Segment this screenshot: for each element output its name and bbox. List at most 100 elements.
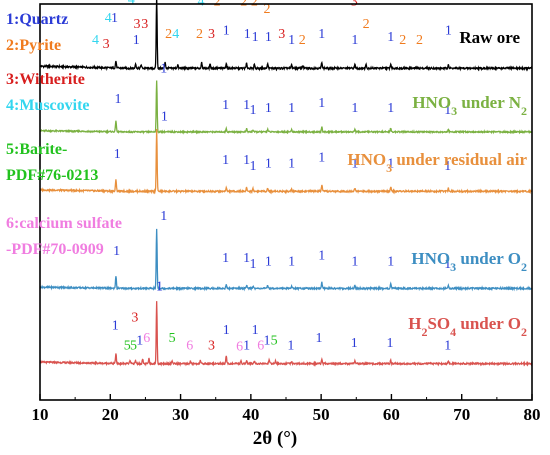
peak-marker: 2: [416, 33, 423, 48]
peak-marker: 1: [288, 33, 295, 48]
peak-marker: 1: [252, 323, 259, 338]
peak-marker: 1: [288, 101, 295, 116]
peak-marker: 5: [130, 338, 137, 353]
peak-marker: 4: [92, 33, 99, 48]
peak-marker: 1: [156, 280, 163, 295]
peak-marker: 2: [299, 33, 306, 48]
peak-marker: 1: [133, 33, 140, 48]
peak-marker: 1: [243, 98, 250, 113]
peak-marker: 1: [161, 110, 168, 125]
peak-marker: 3: [278, 27, 285, 42]
x-tick-label: 70: [453, 405, 470, 424]
series-label: HNO3 under residual air: [347, 150, 527, 175]
peak-marker: 5: [169, 331, 176, 346]
peak-marker: 1: [136, 333, 143, 348]
peak-marker: 1: [222, 251, 229, 266]
peak-marker: 1: [351, 336, 358, 351]
peak-marker: 1: [265, 101, 272, 116]
peak-marker: 4: [172, 27, 179, 42]
peak-marker: 1: [252, 30, 259, 45]
series-label: HNO3 under N2: [412, 93, 527, 118]
peak-marker: 5: [124, 338, 131, 353]
peak-marker: 4: [105, 11, 112, 26]
peak-marker: 1: [387, 157, 394, 172]
peak-marker: 1: [222, 153, 229, 168]
legend-entry: 4:Muscovite: [6, 97, 90, 114]
peak-marker: 6: [186, 338, 193, 353]
plot-frame: [39, 3, 533, 401]
series-label: Raw ore: [459, 28, 520, 47]
peak-marker: 3: [208, 27, 215, 42]
peak-marker: 1: [444, 338, 451, 353]
peak-marker: 3: [103, 37, 110, 52]
series-line: [39, 228, 533, 292]
legend-entry: 5:Barite-: [6, 141, 67, 158]
legend-entry: 1:Quartz: [6, 11, 68, 28]
peak-marker: 3: [208, 338, 215, 353]
peak-marker: 1: [444, 159, 451, 174]
peak-marker: 3: [134, 17, 141, 32]
peak-marker: 1: [264, 333, 271, 348]
peak-marker: 6: [236, 340, 243, 355]
peak-marker: 1: [222, 98, 229, 113]
peak-marker: 1: [387, 255, 394, 270]
x-tick-label: 60: [383, 405, 400, 424]
peak-marker: 1: [318, 151, 325, 166]
peak-marker: 1: [387, 30, 394, 45]
peak-marker: 2: [165, 27, 172, 42]
x-axis: 10 20 30 40 50 60 70 80: [32, 394, 541, 424]
peak-marker: 1: [288, 157, 295, 172]
peak-marker: 2: [363, 17, 370, 32]
peak-marker: 1: [351, 255, 358, 270]
x-tick-label: 30: [172, 405, 189, 424]
peak-marker: 1: [444, 103, 451, 118]
peak-marker: 1: [318, 249, 325, 264]
legend-entry: 2:Pyrite: [6, 37, 61, 54]
x-axis-title: 2θ (°): [253, 428, 297, 449]
peak-marker: 1: [250, 103, 257, 118]
peak-marker: 1: [316, 331, 323, 346]
peak-marker: 1: [445, 23, 452, 38]
plot-area: 1443143341244223121122131213121221111111…: [39, 0, 533, 367]
legend-entry: 6:calcium sulfate: [6, 215, 122, 232]
x-tick-label: 40: [242, 405, 259, 424]
series-line: [39, 0, 533, 72]
peak-marker: 1: [351, 33, 358, 48]
peak-marker: 1: [114, 147, 121, 162]
peak-marker: 1: [387, 336, 394, 351]
series-label: H2SO4 under O2: [408, 314, 527, 339]
peak-marker: 1: [265, 30, 272, 45]
peak-marker: 1: [351, 101, 358, 116]
peak-marker: 1: [265, 157, 272, 172]
peak-marker: 1: [223, 323, 230, 338]
peak-marker: 1: [287, 338, 294, 353]
peak-marker: 1: [115, 92, 122, 107]
peak-marker: 5: [271, 333, 278, 348]
peak-marker: 1: [244, 27, 251, 42]
peak-marker: 1: [444, 257, 451, 272]
peak-marker: 1: [112, 319, 119, 334]
peak-marker: 1: [111, 11, 118, 26]
x-tick-label: 50: [313, 405, 330, 424]
peak-marker: 1: [288, 255, 295, 270]
series-label: HNO3 under O2: [411, 249, 527, 274]
peak-marker: 1: [250, 257, 257, 272]
legend-entry-cont: PDF#76-0213: [6, 167, 98, 184]
peak-marker: 1: [243, 153, 250, 168]
x-tick-label: 80: [524, 405, 541, 424]
series-line: [39, 80, 533, 135]
series-line: [39, 129, 533, 195]
peak-marker: 2: [264, 2, 271, 17]
legend-entry: 3:Witherite: [6, 71, 85, 88]
peak-marker: 1: [160, 209, 167, 224]
phase-legend: 1:Quartz 2:Pyrite 3:Witherite 4:Muscovite 5:…: [6, 11, 122, 258]
peak-marker: 1: [160, 62, 167, 77]
peak-marker: 1: [318, 96, 325, 111]
peak-marker: 3: [131, 311, 138, 326]
series-line: [39, 301, 533, 367]
peak-marker: 1: [250, 159, 257, 174]
x-tick-label: 10: [32, 405, 49, 424]
peak-marker: 1: [318, 27, 325, 42]
peak-marker: 6: [257, 338, 264, 353]
